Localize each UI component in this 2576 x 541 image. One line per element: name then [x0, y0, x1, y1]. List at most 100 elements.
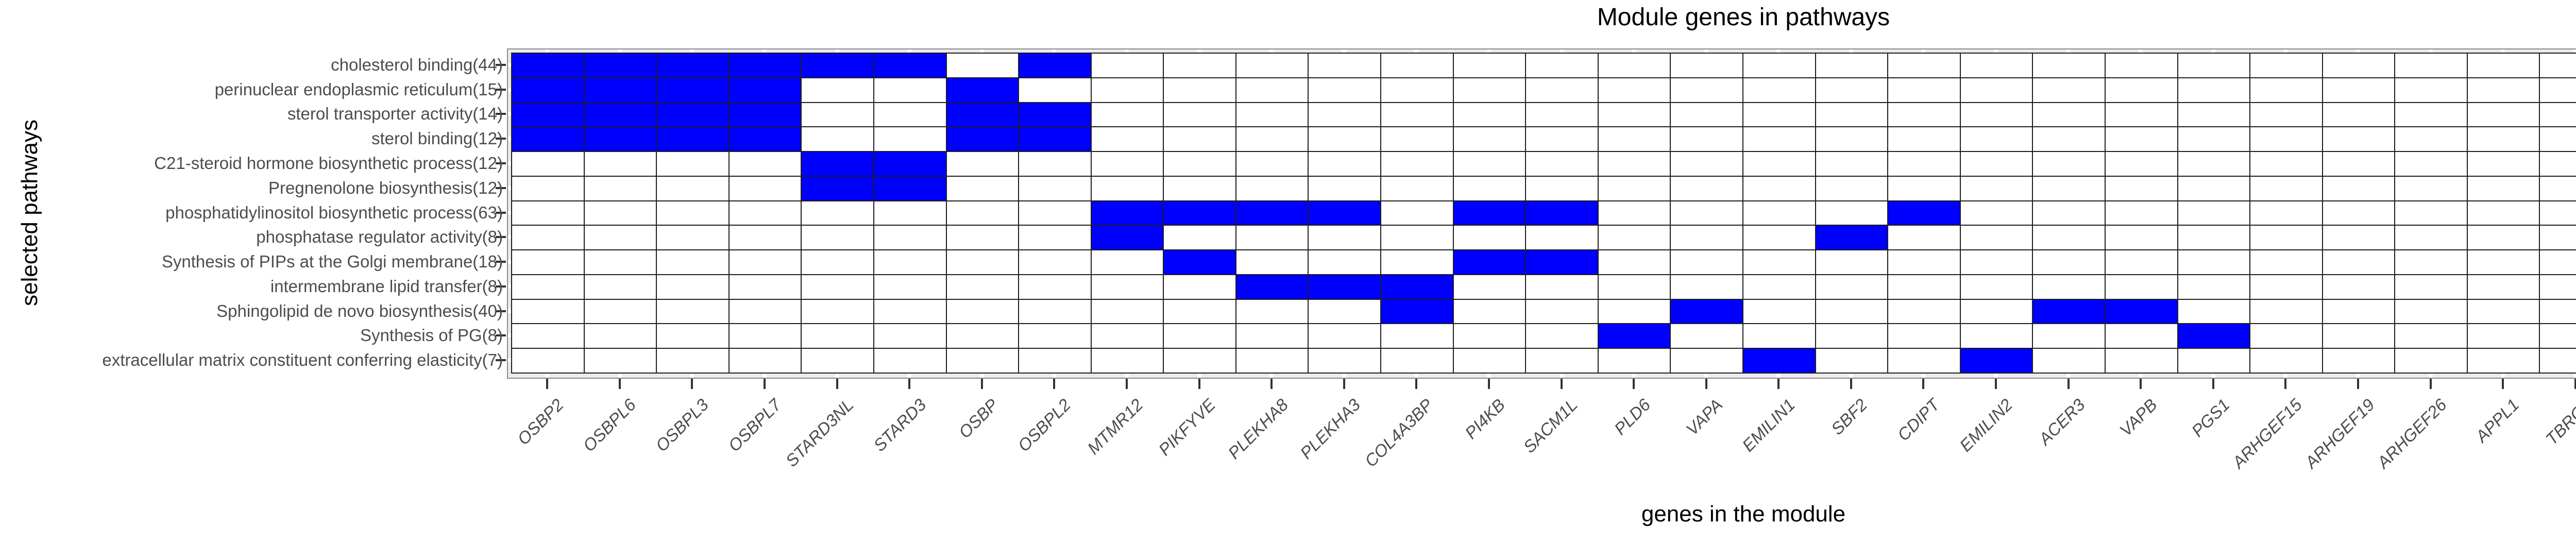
- heatmap-cell: [2105, 127, 2178, 153]
- x-tick: [1850, 379, 1852, 389]
- heatmap-cell: [512, 299, 585, 325]
- heatmap-cell: [946, 54, 1020, 78]
- heatmap-cell: [874, 78, 947, 103]
- heatmap-cell: [2178, 103, 2251, 128]
- heatmap-cell: [512, 250, 585, 275]
- heatmap-cell: [1598, 54, 1671, 78]
- heatmap-cell: [2323, 78, 2396, 103]
- heatmap-cell: [729, 127, 802, 153]
- heatmap-cell: [1019, 299, 1092, 325]
- heatmap-cell: [1743, 250, 1816, 275]
- heatmap-cell: [512, 324, 585, 349]
- heatmap-cell: [657, 127, 730, 153]
- heatmap-cell: [1598, 275, 1671, 300]
- heatmap-cell: [584, 152, 657, 177]
- heatmap-cell: [1164, 176, 1236, 201]
- gridline-stub: [1632, 49, 1636, 53]
- gridline-stub: [1414, 49, 1419, 53]
- gridline-stub: [1632, 374, 1636, 378]
- heatmap-cell: [1816, 299, 1889, 325]
- gridline-stub: [617, 374, 622, 378]
- y-axis-title: selected pathways: [17, 120, 42, 306]
- heatmap-cell: [1743, 103, 1816, 128]
- heatmap-cell: [1526, 54, 1599, 78]
- heatmap-cell: [1091, 349, 1164, 374]
- x-tick-label: SBF2: [1827, 395, 1871, 439]
- heatmap-cell: [1236, 275, 1309, 300]
- heatmap-cell: [512, 78, 585, 103]
- heatmap-cell: [1091, 226, 1164, 251]
- heatmap-cell: [2105, 226, 2178, 251]
- gridline-stub: [2139, 374, 2143, 378]
- heatmap-cell: [874, 176, 947, 201]
- heatmap-cell: [2250, 299, 2323, 325]
- heatmap-cell: [2395, 324, 2468, 349]
- gridline-stub: [508, 260, 511, 264]
- heatmap-cell: [1236, 152, 1309, 177]
- heatmap-cell: [1960, 176, 2033, 201]
- heatmap-cell: [1888, 226, 1961, 251]
- x-tick-label: PLEKHA3: [1296, 395, 1364, 463]
- heatmap-cell: [1671, 349, 1743, 374]
- heatmap-cell: [1960, 152, 2033, 177]
- heatmap-cell: [2540, 54, 2576, 78]
- heatmap-cell: [1671, 299, 1743, 325]
- heatmap-cell: [1671, 201, 1743, 226]
- heatmap-cell: [1671, 78, 1743, 103]
- heatmap-cell: [2178, 324, 2251, 349]
- heatmap-cell: [1236, 127, 1309, 153]
- y-tick: [496, 236, 506, 239]
- gridline-stub: [2428, 49, 2433, 53]
- heatmap-cell: [2033, 201, 2106, 226]
- gridline-stub: [1776, 374, 1781, 378]
- y-tick: [496, 88, 506, 91]
- x-tick-label: OSBPL6: [579, 395, 640, 455]
- gridline-stub: [1197, 374, 1201, 378]
- heatmap-cell: [1888, 152, 1961, 177]
- heatmap-cell: [1671, 152, 1743, 177]
- heatmap-cell: [2033, 226, 2106, 251]
- heatmap-cell: [729, 152, 802, 177]
- heatmap-cell: [1598, 103, 1671, 128]
- gridline-stub: [508, 333, 511, 338]
- heatmap-cell: [1091, 176, 1164, 201]
- heatmap-cell: [1598, 176, 1671, 201]
- gridline-stub: [545, 49, 550, 53]
- heatmap-cell: [1960, 299, 2033, 325]
- gridline-stub: [2066, 49, 2071, 53]
- heatmap-cell: [802, 152, 874, 177]
- x-tick-label: APPL1: [2472, 395, 2523, 446]
- heatmap-cell: [2105, 299, 2178, 325]
- x-tick-label: TBRG4: [2541, 395, 2576, 449]
- heatmap-cell: [2250, 78, 2323, 103]
- gridline-stub: [979, 374, 984, 378]
- heatmap-cell: [1164, 78, 1236, 103]
- heatmap-cell: [2467, 176, 2540, 201]
- y-tick: [496, 113, 506, 115]
- heatmap-cell: [1960, 78, 2033, 103]
- heatmap-cell: [1743, 127, 1816, 153]
- heatmap-cell: [657, 176, 730, 201]
- heatmap-cell: [1381, 324, 1454, 349]
- heatmap-cell: [2250, 324, 2323, 349]
- heatmap-cell: [1019, 275, 1092, 300]
- gridline-stub: [508, 210, 511, 215]
- y-tick: [496, 138, 506, 140]
- heatmap-cell: [1888, 324, 1961, 349]
- heatmap-cell: [1164, 54, 1236, 78]
- heatmap-cell: [1453, 54, 1527, 78]
- heatmap-cell: [802, 127, 874, 153]
- heatmap-cell: [2178, 78, 2251, 103]
- x-tick-label: ARHGEF26: [2373, 395, 2451, 472]
- heatmap-cell: [1816, 324, 1889, 349]
- heatmap-cell: [1381, 152, 1454, 177]
- heatmap-cell: [2178, 201, 2251, 226]
- y-tick-label: sterol binding(12): [371, 129, 503, 148]
- heatmap-cell: [2540, 152, 2576, 177]
- heatmap-cell: [512, 103, 585, 128]
- heatmap-cell: [512, 349, 585, 374]
- x-tick: [2067, 379, 2070, 389]
- heatmap-cell: [2323, 299, 2396, 325]
- gridline-stub: [1559, 49, 1564, 53]
- heatmap-cell: [729, 201, 802, 226]
